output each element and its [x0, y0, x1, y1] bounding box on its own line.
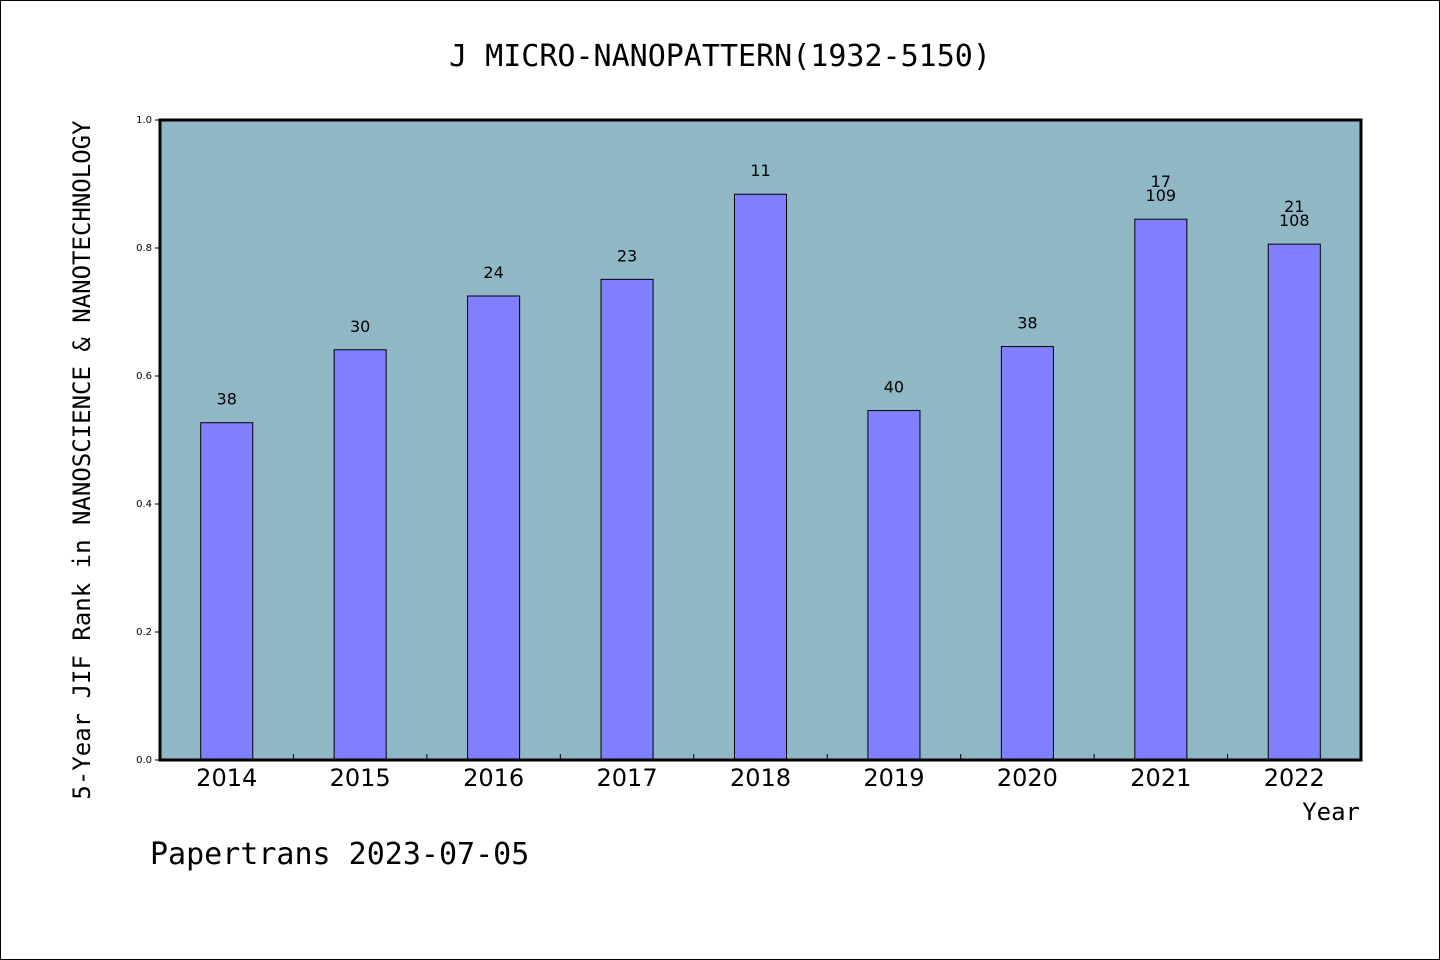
- bar-2018: [733, 193, 788, 761]
- x-tick-label: 2014: [196, 764, 257, 792]
- bar-2020: [1000, 346, 1054, 761]
- bar-data-label: 24: [483, 263, 503, 282]
- bar-data-label: 21: [1284, 197, 1304, 216]
- y-tick-label: 0.2: [136, 627, 152, 638]
- y-tick-label: 1.0: [136, 115, 152, 126]
- bar-2014: [200, 422, 254, 761]
- y-tick-label: 0.0: [136, 755, 152, 766]
- x-tick-label: 2017: [597, 764, 658, 792]
- x-tick-label: 2019: [863, 764, 924, 792]
- bar-2022: [1267, 243, 1321, 761]
- bar-data-label: 23: [617, 246, 637, 265]
- x-tick-label: 2021: [1130, 764, 1191, 792]
- bar-data-label: 30: [350, 317, 370, 336]
- y-tick-label: 0.4: [136, 499, 152, 510]
- plot-border: [158, 118, 1363, 762]
- bar-2015: [333, 349, 387, 761]
- bar-data-label: 38: [217, 390, 237, 409]
- y-tick-label: 0.8: [136, 243, 152, 254]
- bar-data-label: 38: [1017, 314, 1037, 333]
- y-tick-label: 0.6: [136, 371, 152, 382]
- y-axis-label: 5-Year JIF Rank in NANOSCIENCE & NANOTEC…: [68, 120, 96, 800]
- bars-group: [200, 193, 1321, 761]
- bar-data-label: 11: [750, 161, 770, 180]
- bar-data-label: 109: [1146, 186, 1177, 205]
- x-tick-label: 2016: [463, 764, 524, 792]
- bar-data-label: 108: [1279, 211, 1310, 230]
- bar-2021: [1134, 218, 1188, 761]
- bar-2017: [600, 278, 654, 761]
- x-tick-label: 2015: [330, 764, 391, 792]
- x-tick-label: 2020: [997, 764, 1058, 792]
- bar-2019: [867, 410, 921, 761]
- bar-2016: [467, 295, 521, 761]
- footer-credit: Papertrans 2023-07-05: [150, 837, 529, 872]
- x-axis-label: Year: [1302, 798, 1360, 826]
- y-ticks-group: 0.0 0.2 0.4 0.6 0.8 1.0: [136, 115, 160, 766]
- bar-data-label: 40: [884, 378, 904, 397]
- x-ticks-group: 2014 2015 2016 2017 2018 2019 2020 2021 2022: [196, 754, 1325, 792]
- bar-data-label: 17: [1151, 172, 1171, 191]
- x-tick-label: 2022: [1264, 764, 1325, 792]
- x-tick-label: 2018: [730, 764, 791, 792]
- chart-title: J MICRO-NANOPATTERN(1932-5150): [449, 39, 991, 74]
